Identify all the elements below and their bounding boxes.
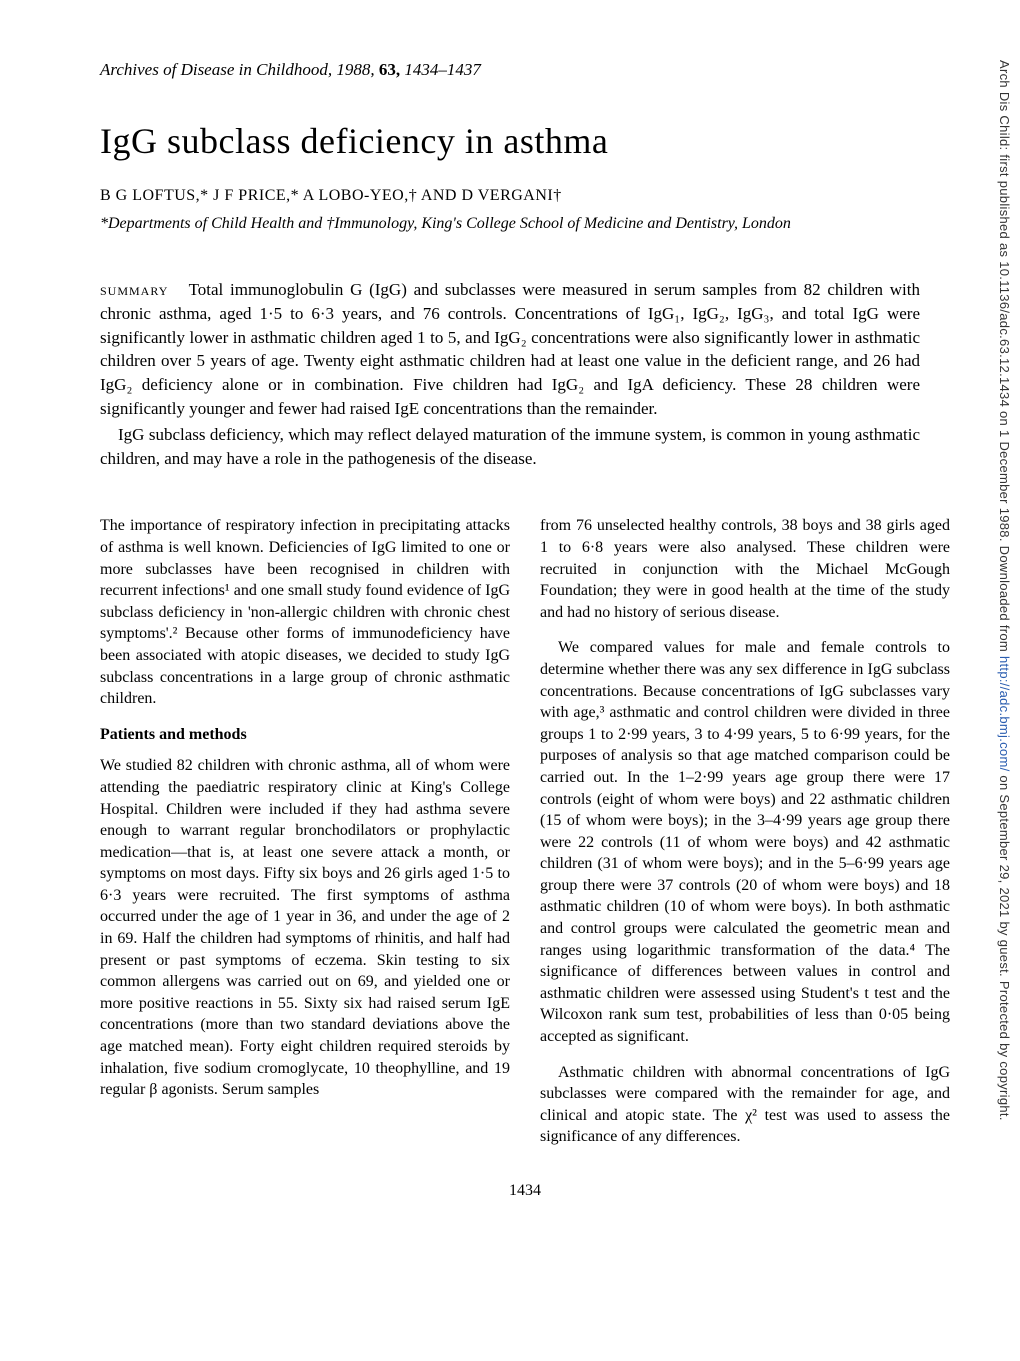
sidebar-text-before: Arch Dis Child: first published as 10.11…	[997, 60, 1012, 656]
summary-para1: summary Total immunoglobulin G (IgG) and…	[100, 278, 920, 421]
left-column: The importance of respiratory infection …	[100, 515, 510, 1162]
right-paragraph-3: Asthmatic children with abnormal concent…	[540, 1062, 950, 1148]
sidebar-text-after: on September 29, 2021 by guest. Protecte…	[997, 772, 1012, 1121]
sidebar-copyright: Arch Dis Child: first published as 10.11…	[992, 60, 1012, 1340]
right-paragraph-2: We compared values for male and female c…	[540, 637, 950, 1047]
methods-paragraph-1: We studied 82 children with chronic asth…	[100, 755, 510, 1101]
journal-reference: Archives of Disease in Childhood, 1988, …	[100, 60, 950, 80]
page-number: 1434	[100, 1182, 950, 1200]
section-heading-methods: Patients and methods	[100, 724, 510, 746]
journal-name: Archives of Disease in Childhood,	[100, 60, 332, 79]
affiliation: *Departments of Child Health and †Immuno…	[100, 215, 950, 233]
intro-paragraph: The importance of respiratory infection …	[100, 515, 510, 709]
journal-pages: 1434–1437	[404, 60, 481, 79]
article-title: IgG subclass deficiency in asthma	[100, 120, 950, 162]
authors: B G LOFTUS,* J F PRICE,* A LOBO-YEO,† AN…	[100, 187, 950, 205]
summary-block: summary Total immunoglobulin G (IgG) and…	[100, 278, 950, 470]
summary-para2: IgG subclass deficiency, which may refle…	[100, 423, 920, 471]
summary-text1: Total immunoglobulin G (IgG) and subclas…	[100, 280, 920, 418]
journal-volume: 63,	[379, 60, 400, 79]
sidebar-link[interactable]: http://adc.bmj.com/	[997, 656, 1012, 772]
right-paragraph-1: from 76 unselected healthy controls, 38 …	[540, 515, 950, 623]
body-columns: The importance of respiratory infection …	[100, 515, 950, 1162]
summary-label: summary	[100, 280, 168, 299]
journal-year: 1988,	[336, 60, 374, 79]
right-column: from 76 unselected healthy controls, 38 …	[540, 515, 950, 1162]
